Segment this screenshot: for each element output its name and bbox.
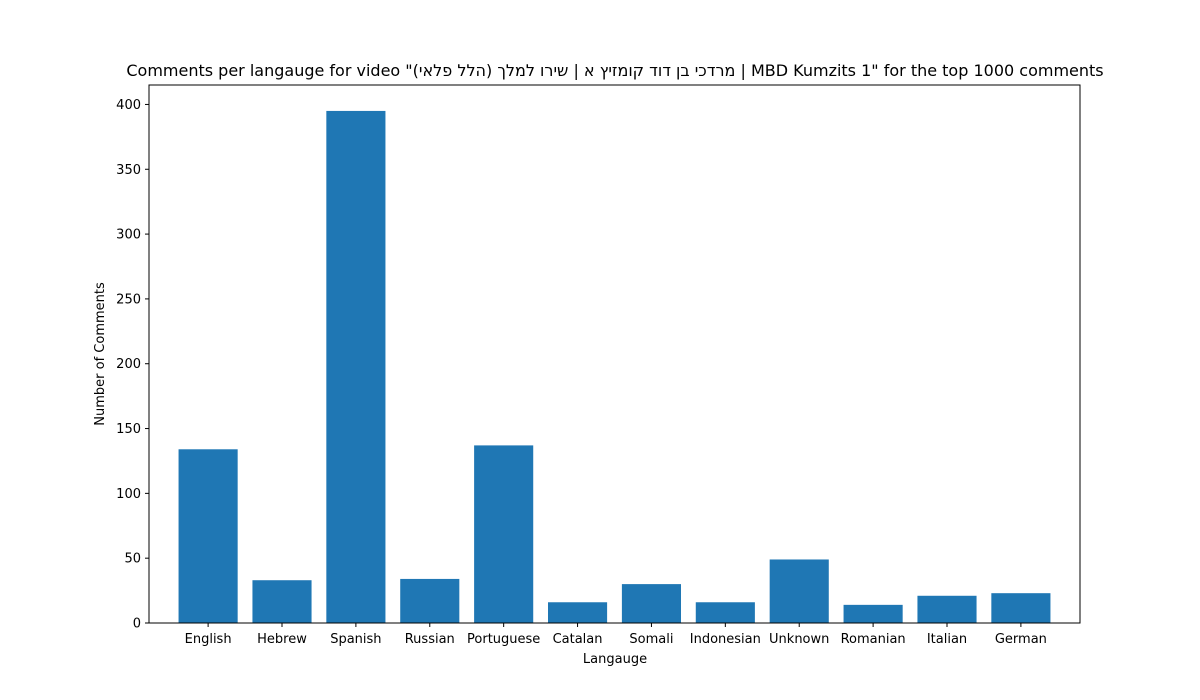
x-tick-label-english: English — [185, 632, 232, 647]
x-tick-label-spanish: Spanish — [330, 632, 381, 647]
y-tick-label-0: 0 — [133, 617, 141, 632]
x-tick-label-indonesian: Indonesian — [690, 632, 761, 647]
x-tick-label-russian: Russian — [405, 632, 455, 647]
bar-hebrew — [252, 580, 312, 623]
x-axis: English Hebrew Spanish Russian Portuguese Cat… — [185, 623, 1047, 647]
x-tick-label-italian: Italian — [927, 632, 967, 647]
plot-frame — [148, 84, 1081, 624]
x-tick-label-hebrew: Hebrew — [257, 632, 307, 647]
y-axis-label: Number of Comments — [93, 282, 108, 426]
y-tick-label-200: 200 — [116, 357, 141, 372]
bar-portuguese — [474, 445, 534, 623]
x-tick-label-somali: Somali — [629, 632, 673, 647]
bar-unknown — [769, 559, 829, 623]
bar-indonesian — [695, 602, 755, 623]
bar-german — [991, 593, 1051, 623]
y-axis: 0 50 100 150 200 250 300 350 400 — [116, 98, 149, 632]
bars-group — [178, 110, 1051, 623]
y-tick-label-150: 150 — [116, 422, 141, 437]
x-tick-label-german: German — [995, 632, 1047, 647]
x-tick-label-unknown: Unknown — [769, 632, 829, 647]
x-axis-label: Langauge — [583, 652, 647, 667]
x-tick-label-romanian: Romanian — [841, 632, 906, 647]
x-tick-label-catalan: Catalan — [553, 632, 603, 647]
y-tick-label-250: 250 — [116, 292, 141, 307]
y-tick-label-50: 50 — [124, 552, 141, 567]
bar-somali — [621, 584, 681, 623]
bar-english — [178, 449, 238, 623]
x-tick-label-portuguese: Portuguese — [467, 632, 540, 647]
bar-italian — [917, 595, 977, 623]
bar-romanian — [843, 604, 903, 623]
y-tick-label-300: 300 — [116, 228, 141, 243]
chart-title: Comments per langauge for video "מרדכי ב… — [126, 61, 1103, 80]
y-tick-label-100: 100 — [116, 487, 141, 502]
bar-spanish — [326, 110, 386, 623]
bar-catalan — [548, 602, 608, 623]
y-tick-label-350: 350 — [116, 163, 141, 178]
y-tick-label-400: 400 — [116, 98, 141, 113]
bar-russian — [400, 578, 460, 623]
